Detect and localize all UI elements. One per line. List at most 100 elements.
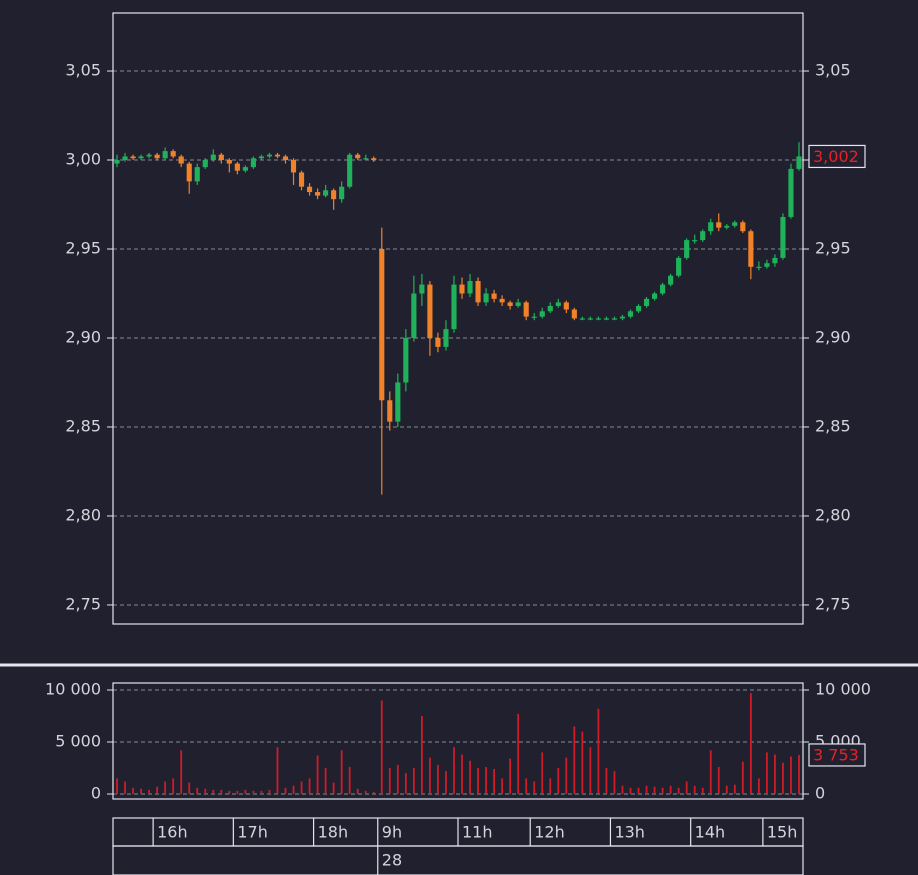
candle-body (202, 160, 208, 168)
y-tick-label: 2,90 (65, 327, 101, 346)
candle-body (764, 263, 770, 267)
candle-body (274, 154, 281, 157)
volume-bar (693, 785, 696, 794)
x-tick-label: 9h (382, 823, 402, 842)
volume-bar (324, 767, 327, 794)
volume-bar (156, 786, 159, 794)
candle-body (250, 158, 256, 168)
last-value-box (808, 144, 866, 169)
last-value-label: 3,002 (813, 147, 859, 166)
candle-body (138, 156, 144, 159)
candle-body (531, 316, 537, 318)
x-tick-label: 17h (237, 823, 267, 842)
y-tick-label-right: 2,75 (815, 594, 851, 613)
candle-body (652, 293, 658, 299)
candle-body (515, 302, 521, 306)
volume-bar (645, 785, 648, 794)
candle-body (579, 318, 585, 320)
volume-bar (404, 773, 407, 794)
volume-bar (396, 764, 399, 794)
candle-body (483, 293, 489, 303)
candle-body (339, 186, 345, 200)
candle-body (258, 156, 264, 159)
volume-bar (316, 755, 319, 794)
candle-body (170, 151, 176, 157)
x-tick-label: 11h (462, 823, 493, 842)
candle-body (154, 154, 160, 159)
candle-body (395, 382, 401, 422)
volume-bar (661, 787, 664, 794)
last-value-label: 3 753 (813, 745, 859, 764)
candle-body (555, 302, 561, 306)
plot-frame (112, 12, 804, 625)
volume-bar (701, 787, 704, 794)
volume-bar (629, 787, 632, 794)
y-tick-label: 0 (91, 783, 101, 802)
volume-bar (388, 767, 391, 794)
candle-body (772, 257, 778, 264)
volume-bar (477, 767, 479, 794)
y-tick-label: 2,80 (65, 505, 101, 524)
candle-body (740, 222, 746, 232)
candle-body (611, 318, 618, 320)
volume-bar (749, 693, 752, 794)
candle-body (186, 163, 192, 182)
y-tick-label: 3,05 (65, 61, 101, 80)
y-tick-label: 5 000 (55, 731, 101, 750)
volume-bar (140, 788, 142, 794)
y-tick-label-right: 2,80 (815, 505, 851, 524)
candle-body (427, 284, 433, 338)
candle-body (523, 302, 529, 317)
x-tick-label: 18h (318, 823, 349, 842)
volume-bar (717, 766, 720, 794)
candle-body (668, 275, 674, 285)
candle-body (716, 222, 722, 228)
volume-bar (172, 778, 175, 794)
volume-bar (429, 757, 431, 794)
volume-bar (741, 761, 744, 794)
volume-bar (525, 778, 528, 794)
volume-bar (549, 778, 552, 794)
candle-body (387, 400, 393, 422)
y-tick-label: 2,95 (65, 238, 101, 257)
candle-body (563, 302, 569, 310)
y-tick-label-right: 2,95 (815, 238, 851, 257)
candle-body (371, 158, 377, 161)
candle-body (363, 158, 369, 160)
candle-body (724, 225, 730, 228)
candle-body (491, 293, 497, 299)
candle-body (379, 248, 385, 401)
candle-body (307, 186, 313, 193)
plot-frame (112, 682, 804, 800)
candle-body (587, 318, 593, 320)
volume-bar (220, 789, 223, 794)
candle-body (411, 293, 417, 338)
volume-bar (437, 764, 439, 794)
candle-body (331, 190, 337, 200)
volume-bar (565, 757, 568, 794)
candle-body (443, 329, 449, 347)
volume-bar (621, 785, 624, 794)
candle-body (619, 316, 626, 319)
candle-body (788, 168, 794, 217)
volume-bar (798, 754, 800, 794)
candle-body (708, 222, 714, 232)
candle-body (595, 318, 601, 320)
volume-bar (709, 750, 712, 794)
volume-bar (180, 750, 183, 794)
candle-body (435, 337, 441, 347)
candle-body (571, 309, 577, 319)
volume-bar (573, 726, 576, 794)
candle-body (194, 167, 200, 182)
candle-body (796, 156, 802, 169)
candle-body (266, 154, 273, 157)
candle-body (146, 154, 152, 157)
y-tick-label: 3,00 (65, 150, 101, 169)
volume-bar (260, 790, 263, 794)
candle-body (323, 190, 329, 196)
candle-body (403, 337, 409, 383)
volume-bar (244, 789, 247, 794)
volume-bar (268, 789, 271, 794)
candle-body (347, 154, 353, 187)
